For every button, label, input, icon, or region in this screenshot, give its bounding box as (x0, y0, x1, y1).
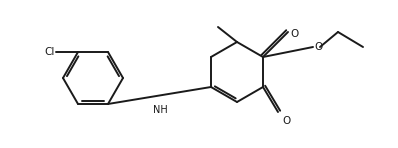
Text: NH: NH (153, 106, 168, 115)
Text: Cl: Cl (45, 47, 55, 57)
Text: O: O (290, 29, 298, 39)
Text: O: O (282, 116, 290, 126)
Text: O: O (314, 42, 322, 52)
